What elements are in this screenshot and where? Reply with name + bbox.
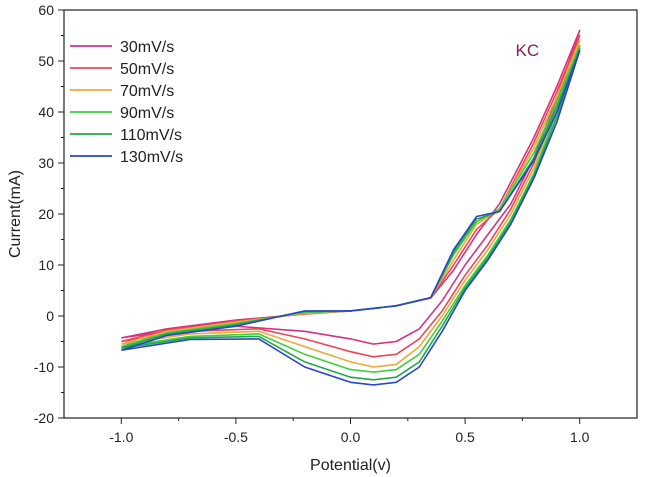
series-line-6	[121, 50, 581, 386]
y-tick-label: 20	[38, 206, 54, 222]
legend-label: 110mV/s	[120, 127, 182, 144]
legend-label: 130mV/s	[120, 149, 183, 166]
legend-label: 90mV/s	[120, 105, 174, 122]
y-tick-label: 30	[38, 155, 54, 171]
x-tick-label: 0.0	[341, 429, 361, 445]
x-tick-label: 1.0	[570, 429, 590, 445]
x-tick-label: -1.0	[109, 429, 133, 445]
legend-label: 50mV/s	[120, 61, 174, 78]
legend-label: 30mV/s	[120, 39, 174, 56]
y-tick-label: 0	[46, 308, 54, 324]
legend: 30mV/s 50mV/s 70mV/s 90mV/s 110mV/s 130mV/s	[70, 39, 183, 166]
axis-ticks-group: -1.0 -0.5 0.0 0.5 1.0 -20 -10 0 10 20 30 40 50 60	[34, 2, 590, 445]
y-tick-label: 10	[38, 257, 54, 273]
y-tick-label: 60	[38, 2, 54, 18]
chart-annotation: KC	[516, 41, 540, 60]
y-tick-label: -10	[34, 359, 54, 375]
legend-label: 70mV/s	[120, 83, 174, 100]
series-line-2	[121, 34, 581, 358]
x-tick-label: 0.5	[455, 429, 475, 445]
x-tick-label: -0.5	[224, 429, 248, 445]
y-tick-label: 40	[38, 104, 54, 120]
y-tick-label: 50	[38, 53, 54, 69]
y-tick-label: -20	[34, 410, 54, 426]
y-axis-label: Current(mA)	[7, 170, 24, 258]
x-axis-label: Potential(v)	[310, 457, 391, 474]
series-group	[121, 29, 581, 386]
